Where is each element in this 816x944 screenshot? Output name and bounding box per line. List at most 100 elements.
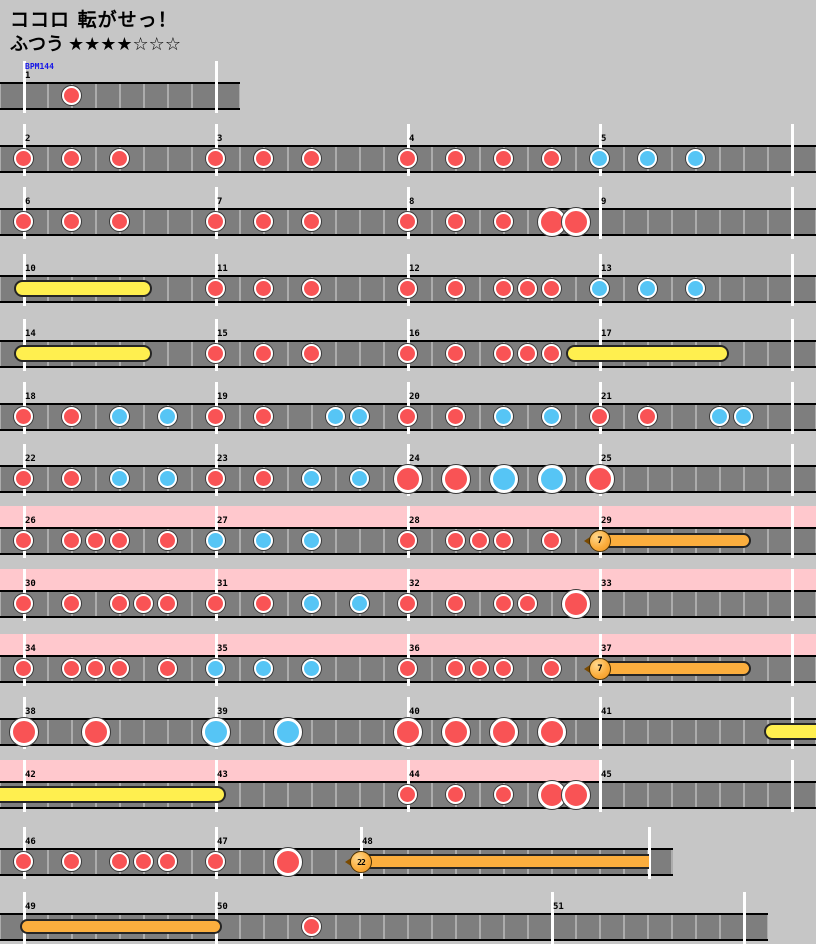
- track-topline: [0, 913, 768, 915]
- track: [0, 84, 240, 108]
- measure-line: [599, 569, 602, 621]
- track-bottomline: [0, 874, 673, 876]
- note-don: [110, 852, 129, 871]
- note-don: [206, 344, 225, 363]
- measure-label: 4: [409, 134, 415, 144]
- measure-label: 25: [601, 454, 612, 464]
- note-don-big: [538, 781, 566, 809]
- note-don: [62, 531, 81, 550]
- note-don: [302, 279, 321, 298]
- note-don: [398, 785, 417, 804]
- note-ka: [326, 407, 345, 426]
- note-don-big: [538, 718, 566, 746]
- measure-line: [648, 827, 651, 879]
- track-bottomline: [0, 939, 768, 941]
- note-don: [446, 594, 465, 613]
- note-don: [254, 149, 273, 168]
- measure-label: 45: [601, 770, 612, 780]
- note-ka: [710, 407, 729, 426]
- measure-label: 31: [217, 579, 228, 589]
- measure-line: [791, 569, 794, 621]
- note-don-big: [274, 848, 302, 876]
- note-ka: [686, 279, 705, 298]
- measure-line: [791, 187, 794, 239]
- measure-label: 19: [217, 392, 228, 402]
- note-don-big: [490, 718, 518, 746]
- note-don: [254, 279, 273, 298]
- note-don: [62, 594, 81, 613]
- balloon-bar: [361, 854, 649, 869]
- measure-line: [791, 444, 794, 496]
- note-don: [494, 279, 513, 298]
- note-don: [206, 594, 225, 613]
- measure-label: 3: [217, 134, 223, 144]
- measure-line: [791, 319, 794, 371]
- note-don: [590, 407, 609, 426]
- track-topline: [0, 82, 240, 84]
- measure-label: 1: [25, 71, 31, 81]
- note-don: [14, 407, 33, 426]
- note-don: [254, 212, 273, 231]
- note-don: [518, 594, 537, 613]
- note-don: [398, 149, 417, 168]
- note-don: [446, 149, 465, 168]
- measure-label: 7: [217, 197, 223, 207]
- note-don: [254, 407, 273, 426]
- note-ka-big: [538, 465, 566, 493]
- note-don: [14, 659, 33, 678]
- note-don: [110, 659, 129, 678]
- measure-label: 43: [217, 770, 228, 780]
- measure-label: 42: [25, 770, 36, 780]
- measure-label: 22: [25, 454, 36, 464]
- measure-line: [791, 254, 794, 306]
- difficulty-label: ふつう: [10, 34, 64, 55]
- note-don-big: [394, 718, 422, 746]
- measure-label: 36: [409, 644, 420, 654]
- note-don: [494, 594, 513, 613]
- note-don: [398, 212, 417, 231]
- note-don: [62, 852, 81, 871]
- measure-label: 49: [25, 902, 36, 912]
- note-don: [86, 659, 105, 678]
- note-don: [542, 531, 561, 550]
- note-don: [110, 149, 129, 168]
- note-don-big: [562, 781, 590, 809]
- balloon-bar: [598, 533, 751, 548]
- measure-line: [599, 697, 602, 749]
- balloon-count: 7: [597, 536, 603, 546]
- balloon-bar: [20, 919, 222, 934]
- note-ka: [206, 659, 225, 678]
- measure-line: [791, 506, 794, 558]
- note-don: [302, 149, 321, 168]
- measure-label: 37: [601, 644, 612, 654]
- note-don: [254, 594, 273, 613]
- drumroll-bar: [14, 345, 152, 362]
- note-don: [542, 344, 561, 363]
- note-don: [518, 279, 537, 298]
- note-don: [494, 531, 513, 550]
- measure-label: 40: [409, 707, 420, 717]
- measure-label: 8: [409, 197, 415, 207]
- measure-label: 38: [25, 707, 36, 717]
- measure-label: 21: [601, 392, 612, 402]
- note-don: [14, 531, 33, 550]
- note-ka: [350, 407, 369, 426]
- note-don: [206, 279, 225, 298]
- note-ka-big: [490, 465, 518, 493]
- note-ka: [302, 659, 321, 678]
- note-don-big: [562, 208, 590, 236]
- note-don-big: [562, 590, 590, 618]
- measure-label: 9: [601, 197, 607, 207]
- note-ka: [494, 407, 513, 426]
- note-don-big: [442, 718, 470, 746]
- measure-label: 11: [217, 264, 228, 274]
- difficulty-line: ふつう ★★★★☆☆☆: [10, 30, 185, 56]
- note-don: [254, 469, 273, 488]
- note-don: [158, 531, 177, 550]
- note-don: [494, 344, 513, 363]
- measure-label: 20: [409, 392, 420, 402]
- balloon-count: 7: [597, 664, 603, 674]
- note-don: [62, 469, 81, 488]
- note-don: [638, 407, 657, 426]
